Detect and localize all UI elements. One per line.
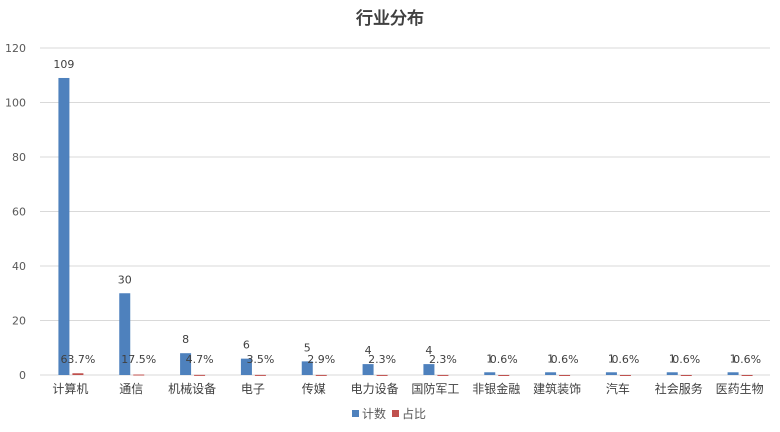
x-category-label: 通信: [119, 382, 143, 396]
bar-count: [180, 353, 192, 375]
data-label-share: 17.5%: [121, 353, 156, 366]
legend-swatch: [352, 410, 359, 417]
data-label-share: 0.6%: [490, 353, 518, 366]
y-tick-label: 80: [12, 151, 26, 164]
bar-share: [315, 374, 327, 376]
data-label-share: 0.6%: [551, 353, 579, 366]
bar-share: [741, 374, 753, 376]
bar-count: [484, 372, 496, 375]
bar-count: [58, 77, 70, 375]
data-label-share: 2.9%: [307, 353, 335, 366]
bar-count: [362, 364, 374, 375]
bar-share: [680, 374, 692, 376]
x-category-label: 传媒: [302, 381, 326, 396]
bar-count: [301, 361, 313, 375]
bar-count: [119, 293, 131, 375]
legend-label: 占比: [402, 406, 426, 421]
data-label-share: 2.3%: [429, 353, 457, 366]
data-label-share: 2.3%: [368, 353, 396, 366]
data-label-count: 1: [547, 352, 554, 365]
x-category-label: 电子: [241, 382, 265, 396]
bar-share: [72, 373, 84, 375]
y-tick-label: 0: [19, 369, 26, 382]
legend: 计数 占比: [352, 406, 426, 421]
gridlines: [40, 47, 770, 376]
data-labels: 10963.7%3017.5%84.7%63.5%52.9%42.3%42.3%…: [53, 58, 761, 366]
bar-share: [559, 374, 571, 376]
bar-share: [133, 374, 145, 376]
data-label-share: 4.7%: [186, 353, 214, 366]
data-label-count: 1: [730, 352, 737, 365]
x-category-label: 建筑装饰: [533, 381, 581, 396]
bar-share: [437, 374, 449, 376]
bar-count: [605, 372, 617, 375]
data-label-share: 63.7%: [60, 353, 95, 366]
legend-label: 计数: [362, 406, 386, 421]
bar-count: [545, 372, 557, 375]
bar-count: [423, 364, 435, 375]
chart-title: 行业分布: [355, 8, 424, 29]
y-tick-label: 40: [12, 260, 26, 273]
data-label-share: 0.6%: [733, 353, 761, 366]
x-category-label: 汽车: [606, 381, 630, 396]
x-category-label: 非银金融: [472, 381, 520, 396]
bar-share: [194, 374, 206, 376]
bar-share: [376, 374, 388, 376]
x-category-label: 国防军工: [411, 381, 459, 396]
bar-share: [498, 374, 510, 376]
bar-count: [727, 372, 739, 375]
data-label-count: 4: [365, 344, 372, 357]
x-category-label: 社会服务: [655, 381, 703, 396]
y-tick-label: 120: [5, 42, 26, 55]
bar-share: [254, 374, 266, 376]
data-label-count: 1: [486, 352, 493, 365]
bar-share: [619, 374, 631, 376]
data-label-count: 30: [118, 273, 132, 286]
data-label-share: 3.5%: [246, 353, 274, 366]
data-label-count: 5: [304, 341, 311, 354]
x-category-label: 电力设备: [351, 382, 399, 396]
y-tick-label: 60: [12, 206, 26, 219]
x-category-label: 机械设备: [168, 381, 216, 396]
data-label-share: 0.6%: [611, 353, 639, 366]
x-category-label: 医药生物: [716, 382, 764, 396]
data-label-count: 1: [669, 352, 676, 365]
data-label-count: 109: [53, 58, 74, 71]
y-axis-ticks: 0 20 40 60 80 100 120: [5, 42, 26, 382]
y-tick-label: 100: [5, 97, 26, 110]
x-axis-categories: 计算机 通信 机械设备 电子 传媒 电力设备 国防军工 非银金融 建筑装饰 汽车 社会服务 医药生物: [52, 381, 763, 396]
data-label-share: 0.6%: [672, 353, 700, 366]
data-label-count: 4: [425, 344, 432, 357]
data-label-count: 1: [608, 352, 615, 365]
x-category-label: 计算机: [52, 381, 88, 396]
legend-swatch: [392, 410, 399, 417]
data-label-count: 6: [243, 339, 250, 352]
bars: [58, 77, 753, 376]
bar-count: [666, 372, 678, 375]
bar-count: [240, 358, 252, 375]
data-label-count: 8: [182, 333, 189, 346]
y-tick-label: 20: [12, 315, 26, 328]
